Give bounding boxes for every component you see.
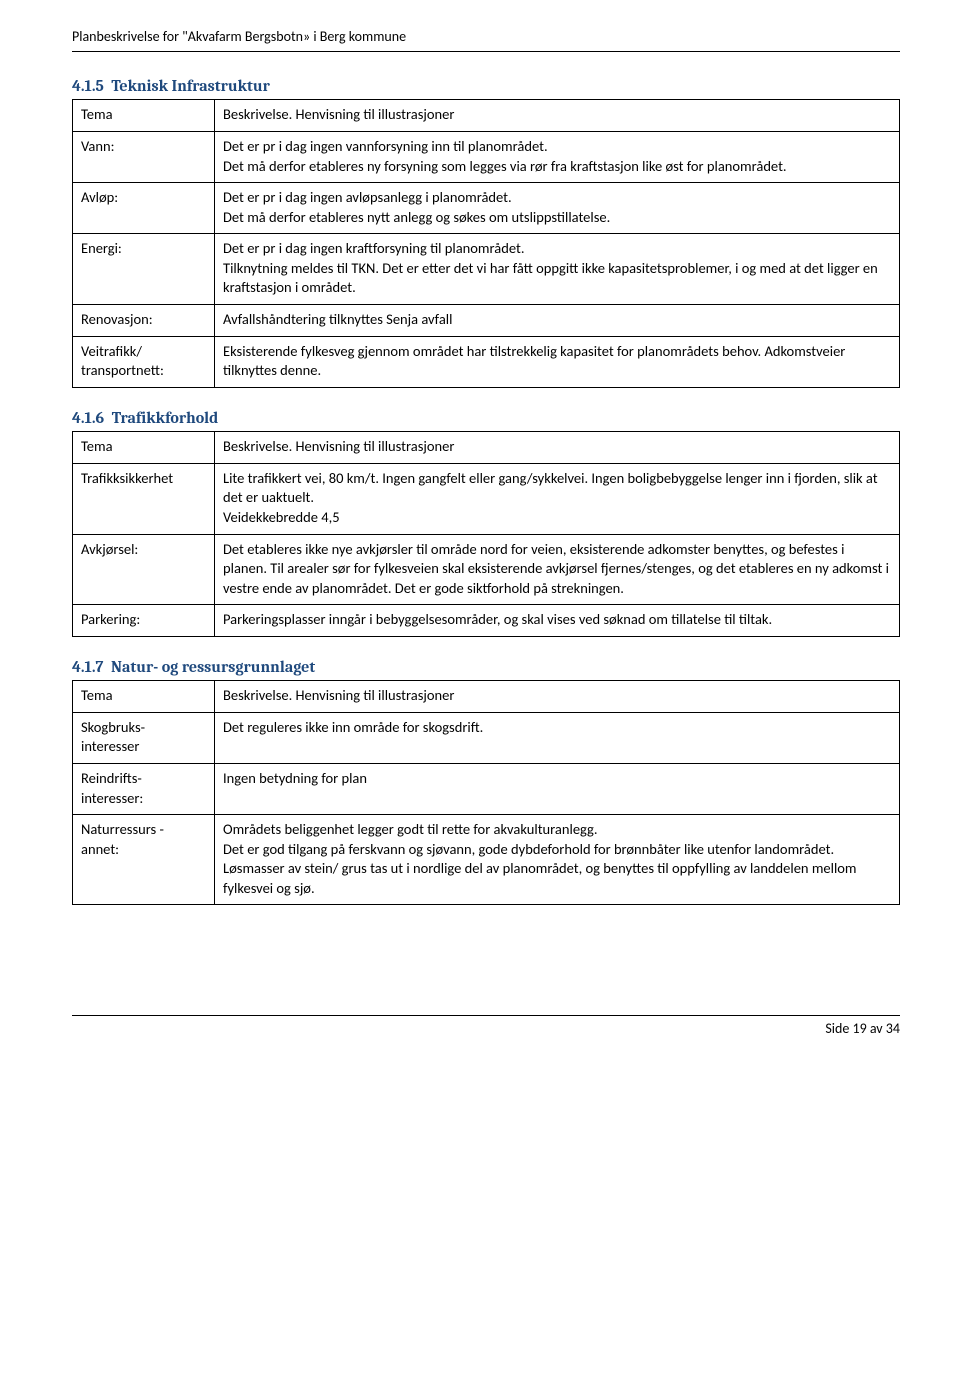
col-header-tema: Tema: [73, 432, 215, 464]
row-label: Trafikksikkerhet: [73, 463, 215, 534]
row-text: Avfallshåndtering tilknyttes Senja avfal…: [215, 304, 900, 336]
row-label: Avkjørsel:: [73, 534, 215, 605]
col-header-tema: Tema: [73, 100, 215, 132]
table-header-row: Tema Beskrivelse. Henvisning til illustr…: [73, 100, 900, 132]
row-label: Naturressurs - annet:: [73, 815, 215, 905]
row-text: Parkeringsplasser inngår i bebyggelsesom…: [215, 605, 900, 637]
section-heading-417: 4.1.7 Natur- og ressursgrunnlaget: [72, 657, 900, 679]
row-text: Det er pr i dag ingen kraftforsyning til…: [215, 234, 900, 305]
section-heading-416: 4.1.6 Trafikkforhold: [72, 408, 900, 430]
table-row: Naturressurs - annet: Områdets beliggenh…: [73, 815, 900, 905]
row-text: Det etableres ikke nye avkjørsler til om…: [215, 534, 900, 605]
row-text: Det reguleres ikke inn område for skogsd…: [215, 712, 900, 763]
table-natur-ressurs: Tema Beskrivelse. Henvisning til illustr…: [72, 680, 900, 905]
row-label: Renovasjon:: [73, 304, 215, 336]
row-label: Energi:: [73, 234, 215, 305]
row-text: Ingen betydning for plan: [215, 764, 900, 815]
table-row: Energi: Det er pr i dag ingen kraftforsy…: [73, 234, 900, 305]
section-heading-415: 4.1.5 Teknisk Infrastruktur: [72, 76, 900, 98]
row-text: Eksisterende fylkesveg gjennom området h…: [215, 336, 900, 387]
table-header-row: Tema Beskrivelse. Henvisning til illustr…: [73, 681, 900, 713]
section-title: Teknisk Infrastruktur: [111, 77, 270, 95]
row-label: Vann:: [73, 132, 215, 183]
row-text: Det er pr i dag ingen avløpsanlegg i pla…: [215, 183, 900, 234]
section-number: 4.1.6: [72, 409, 104, 427]
table-row: Avløp: Det er pr i dag ingen avløpsanleg…: [73, 183, 900, 234]
document-header: Planbeskrivelse for "Akvafarm Bergsbotn»…: [72, 28, 900, 52]
section-title: Natur- og ressursgrunnlaget: [111, 658, 315, 676]
table-row: Avkjørsel: Det etableres ikke nye avkjør…: [73, 534, 900, 605]
table-row: Veitrafikk/ transportnett: Eksisterende …: [73, 336, 900, 387]
table-header-row: Tema Beskrivelse. Henvisning til illustr…: [73, 432, 900, 464]
row-text: Det er pr i dag ingen vannforsyning inn …: [215, 132, 900, 183]
col-header-beskrivelse: Beskrivelse. Henvisning til illustrasjon…: [215, 681, 900, 713]
col-header-beskrivelse: Beskrivelse. Henvisning til illustrasjon…: [215, 432, 900, 464]
table-row: Reindrifts- interesser: Ingen betydning …: [73, 764, 900, 815]
row-label: Avløp:: [73, 183, 215, 234]
table-row: Skogbruks- interesser Det reguleres ikke…: [73, 712, 900, 763]
table-row: Trafikksikkerhet Lite trafikkert vei, 80…: [73, 463, 900, 534]
section-number: 4.1.5: [72, 77, 104, 95]
page-footer: Side 19 av 34: [72, 1015, 900, 1039]
row-text: Lite trafikkert vei, 80 km/t. Ingen gang…: [215, 463, 900, 534]
table-row: Vann: Det er pr i dag ingen vannforsynin…: [73, 132, 900, 183]
table-row: Renovasjon: Avfallshåndtering tilknyttes…: [73, 304, 900, 336]
row-text: Områdets beliggenhet legger godt til ret…: [215, 815, 900, 905]
col-header-tema: Tema: [73, 681, 215, 713]
section-number: 4.1.7: [72, 658, 103, 676]
row-label: Veitrafikk/ transportnett:: [73, 336, 215, 387]
table-row: Parkering: Parkeringsplasser inngår i be…: [73, 605, 900, 637]
row-label: Skogbruks- interesser: [73, 712, 215, 763]
row-label: Reindrifts- interesser:: [73, 764, 215, 815]
col-header-beskrivelse: Beskrivelse. Henvisning til illustrasjon…: [215, 100, 900, 132]
table-trafikkforhold: Tema Beskrivelse. Henvisning til illustr…: [72, 431, 900, 637]
section-title: Trafikkforhold: [112, 409, 219, 427]
table-teknisk-infrastruktur: Tema Beskrivelse. Henvisning til illustr…: [72, 99, 900, 387]
row-label: Parkering:: [73, 605, 215, 637]
